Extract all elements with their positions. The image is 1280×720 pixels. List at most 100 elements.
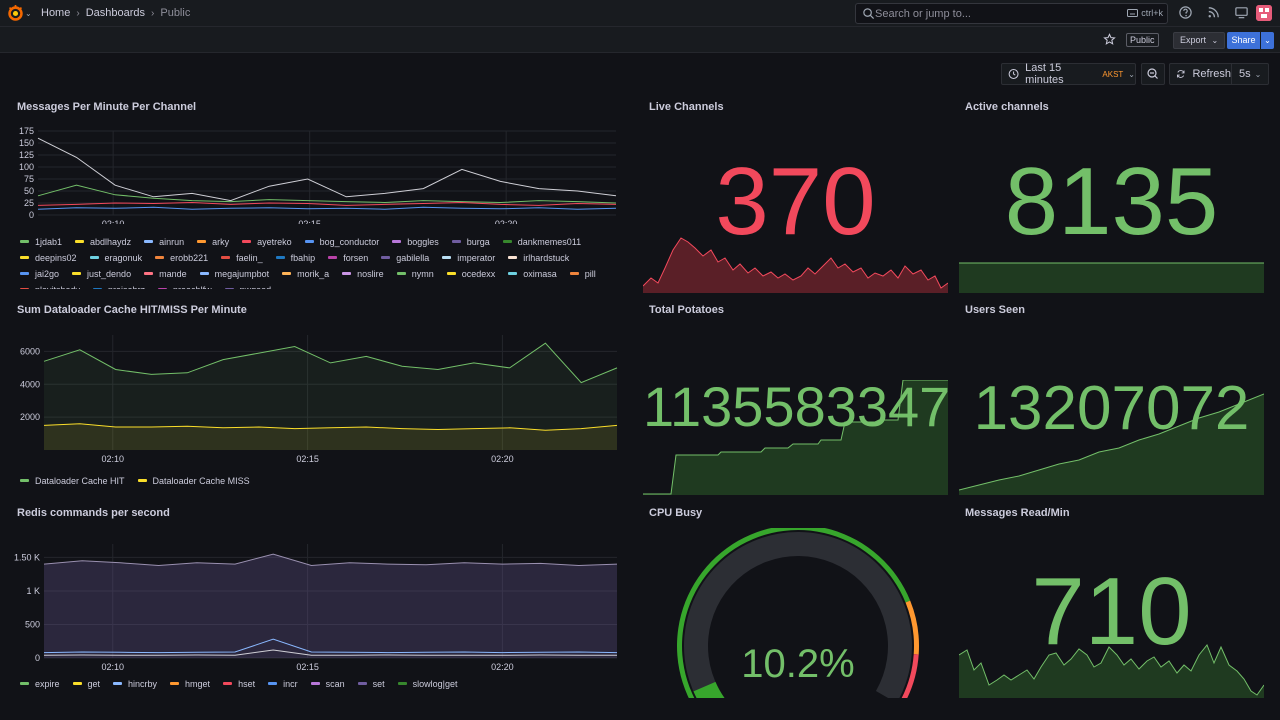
redis-commands-chart[interactable]: 0 500 1 K 1.50 K 02:10 02:15 02:20 [14,540,634,675]
legend-label: jai2go [35,268,60,279]
messages-legend-item[interactable]: oximasa [508,268,557,279]
redis-legend-item[interactable]: expire [20,678,60,689]
chevron-down-icon[interactable]: ⌄ [25,9,32,18]
series-line[interactable] [43,638,618,654]
cache-hit-miss-chart[interactable]: 2000 4000 6000 02:10 02:15 02:20 [14,330,634,470]
messages-legend-item[interactable]: imperator [442,252,495,263]
messages-legend-item[interactable]: just_dendo [72,268,131,279]
messages-legend-item[interactable]: morik_a [282,268,329,279]
messages-legend-item[interactable]: megajumpbot [199,268,269,279]
messages-legend-item[interactable]: bog_conductor [304,236,379,247]
share-button[interactable]: Share [1227,32,1260,49]
messages-legend-item[interactable]: noslire [342,268,384,279]
active-channels-value: 8135 [1004,148,1219,255]
search-input[interactable]: Search or jump to... ctrl+k [855,3,1168,24]
refresh-interval-picker[interactable]: 5s ⌄ [1232,63,1269,85]
panel-title-cpu-busy[interactable]: CPU Busy [649,507,703,519]
redis-legend: expire get hincrby hmget hset incr scan set slow… [20,678,620,689]
legend-label: preachlfw [173,285,212,290]
messages-legend-item[interactable]: fbahip [275,252,315,263]
help-icon[interactable] [1178,5,1193,20]
panel-title-cache[interactable]: Sum Dataloader Cache HIT/MISS Per Minute [17,304,247,316]
legend-swatch [93,288,103,289]
messages-legend-item[interactable]: ocedexx [446,268,495,279]
messages-legend-item[interactable]: pwgood [224,284,271,289]
series-line[interactable] [37,206,617,210]
redis-legend-item[interactable]: hmget [170,678,210,689]
redis-legend-item[interactable]: set [357,678,385,689]
rss-icon[interactable] [1206,5,1221,20]
panel-title-live-channels[interactable]: Live Channels [649,101,724,113]
y-tick-label: 75 [24,174,34,184]
messages-legend-item[interactable]: boggles [392,236,439,247]
redis-legend-item[interactable]: scan [310,678,345,689]
messages-legend-item[interactable]: faelin_ [221,252,263,263]
series-line[interactable] [37,184,617,204]
redis-legend-item[interactable]: hset [223,678,255,689]
panel-title-messages-per-minute[interactable]: Messages Per Minute Per Channel [17,101,197,113]
avatar[interactable] [1256,5,1272,21]
redis-legend-item[interactable]: get [72,678,100,689]
messages-legend-item[interactable]: preachlfw [158,284,212,289]
export-button[interactable]: Export ⌄ [1173,32,1226,49]
breadcrumb-dashboards[interactable]: Dashboards [85,7,146,19]
redis-legend-item[interactable]: incr [268,678,298,689]
series-line[interactable] [37,137,617,202]
redis-legend-item[interactable]: slowlog|get [397,678,458,689]
messages-legend-item[interactable]: playitshady [20,284,80,289]
messages-legend-item[interactable]: burga [451,236,490,247]
messages-legend-item[interactable]: dankmemes011 [502,236,581,247]
messages-legend-item[interactable]: ainrun [144,236,184,247]
series-area [44,343,617,450]
star-icon[interactable] [1103,33,1116,46]
chevron-down-icon: ⌄ [1254,70,1262,79]
messages-legend-item[interactable]: deepins02 [20,252,77,263]
series-line[interactable] [43,423,618,431]
redis-legend-item[interactable]: hincrby [113,678,157,689]
breadcrumb-home[interactable]: Home [41,7,71,19]
legend-label: oximasa [523,268,557,279]
panel-title-redis[interactable]: Redis commands per second [17,507,170,519]
messages-legend-item[interactable]: ayetreko [242,236,292,247]
legend-label: Dataloader Cache MISS [152,475,250,486]
legend-label: hmget [185,678,211,689]
series-line[interactable] [43,342,618,384]
cache-legend-item[interactable]: Dataloader Cache HIT [20,475,125,486]
messages-legend-item[interactable]: abdlhaydz [75,236,131,247]
legend-label: pill [584,268,596,279]
messages-legend-item[interactable]: arky [197,236,229,247]
messages-legend-item[interactable]: nymn [396,268,434,279]
series-line[interactable] [43,649,618,656]
legend-swatch [199,272,209,275]
messages-per-minute-chart[interactable]: 0 25 50 75 100 125 150 175 02:10 02:15 02:20 [14,124,634,224]
grafana-logo-icon[interactable] [7,5,24,22]
messages-legend-item[interactable]: eragonuk [89,252,142,263]
legend-label: slowlog|get [412,678,458,689]
series-line[interactable] [43,553,618,567]
messages-legend-item[interactable]: gabilella [381,252,429,263]
zoom-out-button[interactable] [1141,63,1165,85]
legend-swatch [569,272,579,275]
messages-legend-item[interactable]: 1jdab1 [20,236,62,247]
messages-legend-item[interactable]: irlhardstuck [508,252,569,263]
cache-legend-item[interactable]: Dataloader Cache MISS [137,475,250,486]
panel-title-users-seen[interactable]: Users Seen [965,304,1025,316]
monitor-icon[interactable] [1234,5,1249,20]
gauge-value-arc [693,681,725,698]
chevron-down-icon: ⌄ [1211,36,1219,45]
series-line[interactable] [37,201,617,206]
panel-title-active-channels[interactable]: Active channels [965,101,1049,113]
messages-legend-item[interactable]: mande [144,268,187,279]
panel-title-messages-read[interactable]: Messages Read/Min [965,507,1070,519]
time-range-picker[interactable]: Last 15 minutes AKST ⌄ [1001,62,1136,86]
messages-legend-item[interactable]: erobb221 [155,252,208,263]
messages-legend-item[interactable]: forsen [328,252,368,263]
messages-legend-item[interactable]: pill [569,268,596,279]
refresh-button[interactable]: Refresh [1169,63,1232,85]
legend-label: forsen [343,252,369,263]
messages-legend-item[interactable]: jai2go [20,268,59,279]
messages-legend-item[interactable]: praisebrz [93,284,145,289]
panel-title-total-potatoes[interactable]: Total Potatoes [649,304,724,316]
share-menu-chevron-icon[interactable]: ⌄ [1261,32,1274,49]
legend-swatch [275,256,285,259]
